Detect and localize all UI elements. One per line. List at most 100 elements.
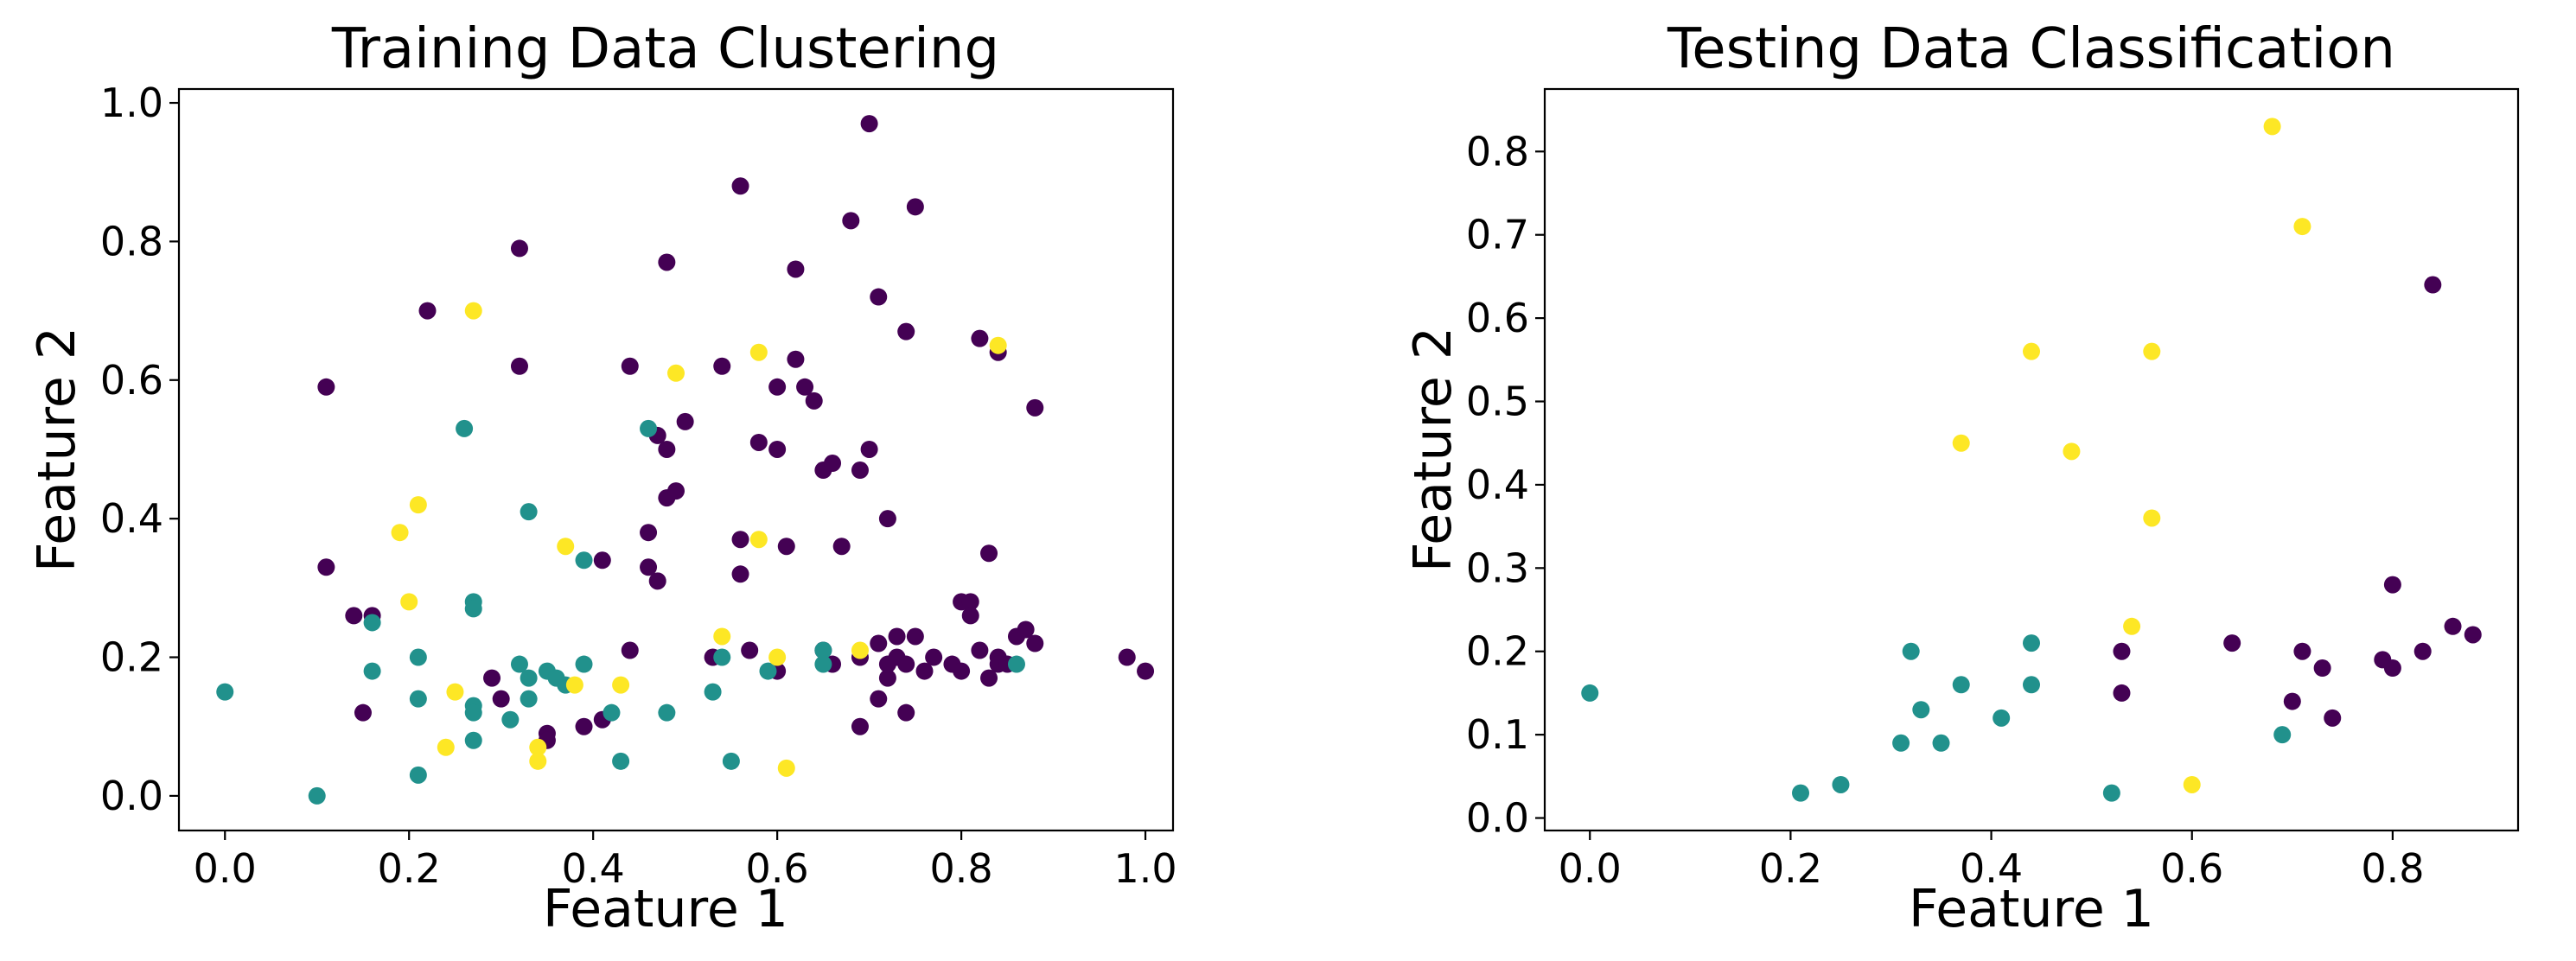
y-axis-label: Feature 2 (1403, 327, 1463, 572)
tick-group: 0.0 0.2 0.4 0.6 0.8 1.0 0.0 0.2 0.4 0.6 0.8 1.0 (100, 80, 1177, 892)
scatter-point (888, 627, 906, 646)
scatter-point (2023, 676, 2040, 694)
scatter-point (749, 433, 768, 451)
scatter-point (980, 544, 998, 563)
scatter-point (1892, 734, 1910, 752)
scatter-point (1993, 709, 2011, 727)
y-tick-label: 0.0 (100, 773, 163, 819)
scatter-point (612, 752, 630, 770)
scatter-point (878, 669, 896, 687)
scatter-point (860, 115, 878, 133)
x-tick-label: 0.2 (378, 845, 441, 892)
scatter-point (777, 538, 795, 556)
y-tick-label: 0.2 (1466, 628, 1529, 675)
scatter-point (409, 648, 427, 666)
scatter-point (768, 440, 787, 458)
scatter-point (317, 558, 335, 576)
x-tick-label: 0.0 (194, 845, 257, 892)
scatter-point (897, 322, 915, 340)
scatter-point (1026, 398, 1044, 417)
scatter-point (520, 690, 538, 708)
scatter-point (805, 391, 823, 410)
scatter-point (925, 648, 943, 666)
scatter-point (446, 683, 464, 701)
scatter-point (878, 510, 896, 528)
scatter-point (612, 676, 630, 694)
scatter-point (1581, 684, 1599, 702)
scatter-point (851, 641, 869, 659)
scatter-point (741, 641, 759, 659)
scatter-point (759, 662, 777, 680)
scatter-point (529, 752, 547, 770)
scatter-point (1832, 775, 1850, 793)
scatter-point (640, 524, 658, 542)
scatter-point (870, 634, 888, 652)
scatter-point (2383, 576, 2401, 594)
scatter-point (575, 655, 593, 673)
y-tick-label: 0.1 (1466, 711, 1529, 758)
scatter-point (961, 607, 979, 625)
scatter-point (2444, 617, 2462, 635)
scatter-point (667, 364, 685, 382)
scatter-point (363, 662, 381, 680)
scatter-point (464, 731, 482, 749)
scatter-point (345, 607, 363, 625)
scatter-point (676, 412, 694, 430)
scatter-point (989, 336, 1007, 354)
scatter-point (1792, 784, 1810, 802)
testing-chart: Testing Data Classification Feature 1 Fe… (1403, 17, 2520, 939)
scatter-point (713, 627, 731, 646)
x-tick-label: 1.0 (1113, 845, 1176, 892)
scatter-point (851, 717, 869, 735)
y-tick-label: 0.8 (100, 218, 163, 264)
scatter-point (713, 357, 731, 375)
training-chart: Training Data Clustering Feature 1 Featu… (27, 17, 1177, 939)
scatter-point (354, 703, 372, 722)
scatter-point (915, 662, 934, 680)
scatter-point (510, 239, 528, 258)
scatter-point (749, 531, 768, 549)
scatter-point (464, 302, 482, 320)
x-tick-label: 0.6 (2160, 845, 2223, 892)
scatter-point (2063, 442, 2081, 461)
scatter-point (2324, 709, 2342, 727)
scatter-point (640, 558, 658, 576)
scatter-point (520, 503, 538, 521)
x-tick-label: 0.2 (1759, 845, 1822, 892)
scatter-point (391, 524, 409, 542)
scatter-point (768, 648, 787, 666)
y-tick-label: 0.3 (1466, 544, 1529, 591)
x-tick-label: 0.4 (1960, 845, 2023, 892)
scatter-point (2143, 509, 2161, 527)
chart-title: Testing Data Classification (1667, 17, 2395, 81)
y-tick-label: 0.6 (1466, 295, 1529, 341)
scatter-point (1026, 634, 1044, 652)
scatter-point (731, 531, 749, 549)
y-axis-label: Feature 2 (27, 327, 87, 572)
scatter-point (2113, 684, 2131, 702)
scatter-point (2223, 634, 2241, 652)
y-tick-label: 0.2 (100, 634, 163, 681)
scatter-point (851, 461, 869, 480)
scatter-point (731, 565, 749, 583)
scatter-point (749, 343, 768, 361)
scatter-point (400, 593, 418, 611)
scatter-point (658, 703, 676, 722)
x-axis-label: Feature 1 (543, 879, 788, 939)
scatter-point (2293, 642, 2311, 660)
x-tick-label: 0.4 (562, 845, 625, 892)
scatter-point (722, 752, 740, 770)
scatter-point (648, 572, 666, 590)
scatter-point (667, 482, 685, 500)
scatter-point (621, 357, 639, 375)
scatter-point (409, 496, 427, 514)
scatter-point (1118, 648, 1136, 666)
scatter-point (713, 648, 731, 666)
scatter-point (814, 641, 832, 659)
scatter-point (2023, 342, 2040, 360)
scatter-point (2464, 626, 2482, 644)
plot-frame (177, 87, 1175, 832)
x-tick-label: 0.0 (1559, 845, 1622, 892)
y-tick-label: 0.4 (1466, 461, 1529, 508)
